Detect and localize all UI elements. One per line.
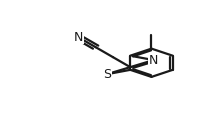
Text: N: N <box>149 54 158 67</box>
Text: N: N <box>73 31 83 44</box>
Text: S: S <box>103 68 111 81</box>
